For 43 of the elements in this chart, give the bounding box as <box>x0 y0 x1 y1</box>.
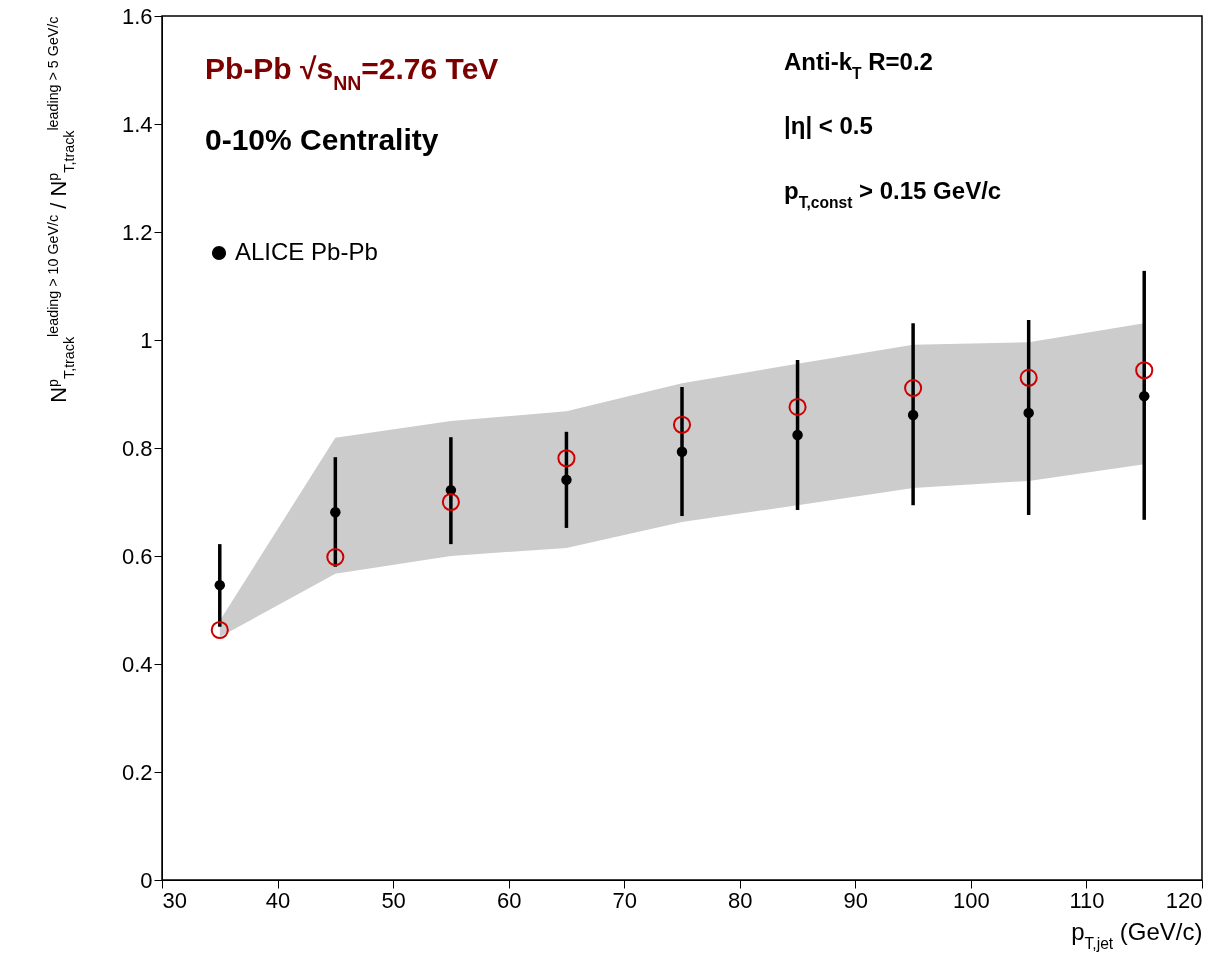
x-tick-label: 30 <box>162 887 187 913</box>
y-tick-label: 0.8 <box>121 435 153 461</box>
x-tick-label: 90 <box>843 887 869 913</box>
point <box>672 415 692 434</box>
x-tick-label: 80 <box>728 887 753 913</box>
annotation: |η| < 0.5 <box>784 112 873 139</box>
annotation: p$_{T,const}$ > 0.15 GeV/c <box>784 177 1002 211</box>
x-tick-label: 110 <box>1069 887 1105 913</box>
y-tick-label: 0.2 <box>121 759 153 785</box>
x-tick-label: 50 <box>381 887 406 913</box>
y-tick-label: 1.6 <box>121 3 153 29</box>
x-axis-title: p$_{T,jet}$ (GeV/c) <box>1071 917 1203 951</box>
annotation: Anti-k$_{T}$ R=0.2 <box>784 48 933 82</box>
point <box>792 429 803 441</box>
y-tick-label: 1.4 <box>121 111 153 137</box>
point <box>1023 407 1034 419</box>
x-tick-label: 70 <box>612 887 637 913</box>
point <box>557 449 576 468</box>
point <box>907 409 919 421</box>
point <box>788 397 807 417</box>
point <box>326 548 345 567</box>
point <box>1019 368 1038 387</box>
point <box>441 492 460 512</box>
point <box>214 579 226 591</box>
legend-label: ALICE Pb-Pb <box>235 238 378 265</box>
point <box>330 507 341 518</box>
point <box>561 474 572 486</box>
point <box>1138 390 1150 402</box>
y-tick-label: 0.4 <box>121 651 153 677</box>
y-tick-label: 1.2 <box>121 219 153 245</box>
y-tick-label: 0.6 <box>121 543 153 569</box>
point <box>904 379 923 398</box>
y-tick-label: 0 <box>140 867 153 893</box>
y-tick-label: 1 <box>140 327 153 353</box>
x-tick-label: 60 <box>496 887 522 913</box>
annotation: Pb-Pb √s$_{NN}$=2.76 TeV <box>205 52 499 94</box>
x-tick-label: 100 <box>953 887 990 913</box>
x-tick-label: 120 <box>1165 887 1203 913</box>
point <box>676 446 688 458</box>
point <box>210 620 229 640</box>
point <box>1135 361 1154 380</box>
annotation: 0-10% Centrality <box>205 123 439 156</box>
x-tick-label: 40 <box>265 887 291 913</box>
